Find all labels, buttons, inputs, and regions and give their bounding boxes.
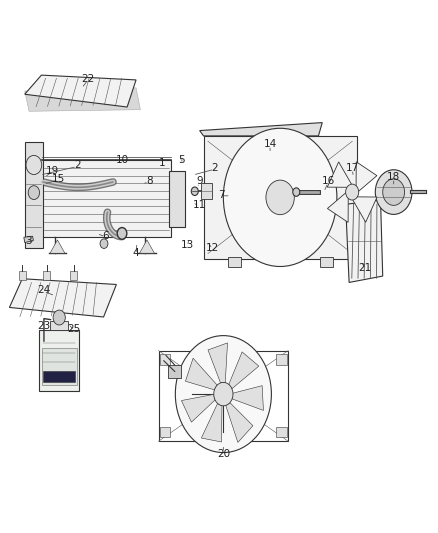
Polygon shape (327, 192, 348, 222)
Text: 4: 4 (133, 248, 139, 258)
Circle shape (100, 239, 108, 248)
Bar (43, 271, 50, 280)
Bar (168, 365, 181, 378)
Polygon shape (229, 352, 259, 389)
Polygon shape (140, 240, 154, 253)
Circle shape (28, 185, 39, 199)
Text: 1: 1 (159, 158, 166, 168)
Text: 11: 11 (193, 200, 206, 211)
Bar (42, 349, 77, 385)
Text: 20: 20 (217, 449, 230, 458)
Text: 25: 25 (67, 324, 81, 334)
Text: 7: 7 (218, 190, 225, 200)
Polygon shape (327, 162, 352, 187)
Text: 17: 17 (346, 163, 359, 173)
Circle shape (223, 128, 337, 266)
Polygon shape (10, 279, 117, 317)
Circle shape (175, 336, 272, 453)
Bar (19, 271, 26, 280)
Bar (160, 354, 170, 365)
Bar (204, 136, 357, 259)
Text: 3: 3 (25, 236, 32, 246)
Bar (43, 371, 75, 382)
Bar (42, 160, 171, 237)
Text: 8: 8 (146, 176, 152, 187)
Text: 15: 15 (52, 174, 65, 184)
Bar (25, 142, 43, 248)
Polygon shape (181, 394, 215, 422)
Text: 24: 24 (37, 286, 50, 295)
Text: 21: 21 (359, 263, 372, 272)
Bar (320, 257, 332, 267)
Text: 13: 13 (181, 240, 194, 250)
Bar (201, 183, 212, 199)
Polygon shape (226, 402, 253, 442)
Text: 12: 12 (206, 243, 219, 253)
Circle shape (383, 179, 405, 205)
Text: 10: 10 (116, 155, 129, 165)
Polygon shape (356, 161, 377, 192)
Circle shape (191, 187, 198, 196)
Polygon shape (353, 197, 377, 222)
Circle shape (26, 156, 42, 174)
Bar (169, 171, 185, 227)
Polygon shape (208, 343, 227, 383)
Polygon shape (50, 240, 65, 253)
Circle shape (266, 180, 294, 215)
Bar (228, 257, 241, 267)
Bar (160, 427, 170, 438)
Polygon shape (24, 236, 33, 243)
Text: 16: 16 (321, 176, 335, 187)
Polygon shape (200, 123, 322, 136)
Bar (276, 427, 287, 438)
Bar (276, 354, 287, 365)
Text: 6: 6 (102, 231, 109, 241)
Polygon shape (25, 88, 141, 111)
Text: 22: 22 (81, 74, 95, 84)
Polygon shape (185, 358, 217, 390)
Polygon shape (232, 386, 263, 410)
Circle shape (346, 184, 359, 200)
Text: 5: 5 (179, 155, 185, 165)
Polygon shape (346, 200, 383, 282)
Circle shape (214, 382, 233, 406)
Bar (50, 321, 68, 330)
Circle shape (117, 228, 127, 239)
Polygon shape (201, 403, 222, 442)
Bar (39, 330, 79, 391)
Text: 23: 23 (37, 321, 50, 331)
Circle shape (375, 169, 412, 214)
Circle shape (53, 310, 65, 325)
Bar (159, 351, 288, 441)
Text: 9: 9 (196, 176, 203, 187)
Text: 14: 14 (264, 139, 277, 149)
Text: 18: 18 (387, 172, 400, 182)
Polygon shape (25, 75, 136, 107)
Text: 19: 19 (46, 166, 59, 176)
Text: 2: 2 (74, 160, 81, 171)
Text: 2: 2 (211, 163, 218, 173)
Circle shape (293, 188, 300, 196)
Bar (70, 271, 77, 280)
